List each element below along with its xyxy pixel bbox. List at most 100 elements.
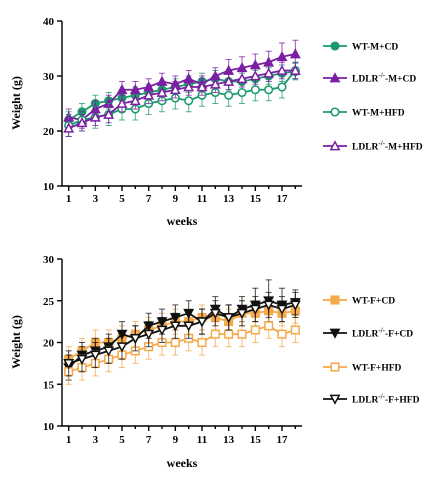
legend-item: LDLR-/--F+CD — [323, 327, 413, 340]
x-tick-label: 1 — [66, 193, 72, 205]
data-point — [129, 94, 141, 106]
x-tick-label: 5 — [119, 193, 125, 205]
data-point — [289, 300, 301, 311]
data-point — [263, 67, 275, 78]
series-line — [68, 53, 296, 121]
data-point — [89, 350, 101, 361]
data-point — [276, 64, 288, 75]
data-point — [103, 346, 115, 357]
data-point — [156, 86, 168, 97]
data-point — [196, 81, 208, 92]
data-point — [263, 300, 275, 311]
data-point — [250, 85, 260, 95]
data-point — [236, 72, 248, 84]
data-point — [237, 329, 247, 339]
data-point — [116, 97, 128, 108]
x-tick-label: 3 — [93, 193, 99, 205]
legend-label-suffix: -M+HFD — [385, 143, 423, 153]
y-tick-label: 20 — [43, 126, 55, 138]
series-0 — [64, 297, 300, 373]
legend-label-suffix: -M+CD — [385, 75, 416, 85]
data-point — [183, 81, 195, 92]
data-point — [224, 329, 234, 339]
x-tick-label: 11 — [197, 434, 207, 446]
data-point — [277, 329, 287, 339]
legend-marker — [329, 140, 341, 151]
data-point — [264, 85, 274, 95]
data-point — [116, 342, 128, 353]
data-point — [264, 321, 274, 331]
data-point — [89, 111, 101, 122]
data-point — [249, 304, 261, 315]
x-tick-label: 3 — [93, 434, 99, 446]
x-tick-label: 11 — [197, 193, 207, 205]
legend-label-text: WT-M+HFD — [352, 109, 405, 119]
data-point — [209, 78, 221, 89]
legend-label-suffix: -F+CD — [385, 330, 413, 340]
legend-item: LDLR-/--M+CD — [323, 72, 416, 85]
legend-marker — [329, 328, 341, 339]
legend-label: WT-F+HFD — [352, 364, 402, 374]
series-3 — [63, 61, 301, 137]
male-legend: WT-M+CD LDLR-/--M+CD WT-M+HFD LDLR-/--M+HFD — [323, 41, 423, 153]
y-axis-label: Weight (g) — [9, 315, 23, 369]
data-point — [276, 304, 288, 315]
series-line — [68, 69, 297, 127]
legend-label: WT-M+CD — [352, 43, 398, 53]
data-point — [169, 321, 181, 332]
data-point — [249, 70, 261, 81]
legend-item: WT-F+CD — [323, 295, 395, 307]
x-tick-label: 15 — [250, 193, 262, 205]
data-point — [143, 89, 155, 100]
y-tick-label: 15 — [43, 379, 55, 391]
legend-label-superscript: -/- — [378, 140, 385, 148]
data-point — [196, 317, 208, 328]
legend-item: LDLR-/--F+HFD — [323, 393, 420, 406]
legend-label-text: WT-F+HFD — [352, 364, 402, 374]
data-point — [76, 354, 88, 365]
y-tick-label: 30 — [43, 71, 55, 83]
x-tick-label: 15 — [250, 434, 262, 446]
data-point — [223, 313, 235, 324]
x-tick-label: 1 — [66, 434, 72, 446]
y-tick-label: 40 — [43, 16, 55, 28]
legend-label-suffix: -F+HFD — [385, 396, 420, 406]
legend-item: LDLR-/--M+HFD — [323, 140, 423, 153]
legend-label: LDLR-/--F+CD — [352, 327, 413, 340]
legend-label: LDLR-/--M+CD — [352, 72, 416, 85]
x-tick-label: 9 — [173, 193, 179, 205]
data-point — [289, 64, 301, 75]
data-point — [169, 83, 181, 95]
series-3 — [63, 291, 301, 377]
x-tick-label: 7 — [146, 434, 152, 446]
x-tick-label: 7 — [146, 193, 152, 205]
legend-marker — [329, 72, 341, 83]
legend-label: WT-F+CD — [352, 297, 395, 307]
legend-item: WT-M+HFD — [323, 107, 405, 119]
data-point — [237, 87, 247, 98]
data-point — [143, 329, 155, 340]
series-1 — [63, 39, 301, 129]
x-axis-label: weeks — [167, 214, 198, 228]
legend-label-text: LDLR — [352, 330, 379, 340]
data-point — [116, 83, 128, 95]
data-point — [184, 96, 194, 106]
y-tick-label: 30 — [43, 254, 55, 266]
data-point — [236, 308, 248, 320]
female-legend: WT-F+CD LDLR-/--F+CD WT-F+HFD LDLR-/--F+HFD — [323, 295, 420, 406]
legend-marker — [330, 295, 340, 305]
data-point — [63, 359, 75, 370]
data-point — [209, 308, 221, 320]
legend-label: LDLR-/--F+HFD — [352, 393, 420, 406]
legend-marker — [330, 362, 340, 372]
legend-label-superscript: -/- — [378, 72, 385, 80]
x-tick-label: 9 — [173, 434, 179, 446]
data-point — [277, 82, 287, 92]
data-point — [250, 325, 260, 335]
data-point — [223, 75, 235, 86]
series-line — [68, 303, 296, 365]
legend-marker — [329, 394, 341, 405]
legend-item: WT-F+HFD — [323, 362, 402, 374]
series-line — [68, 70, 296, 121]
